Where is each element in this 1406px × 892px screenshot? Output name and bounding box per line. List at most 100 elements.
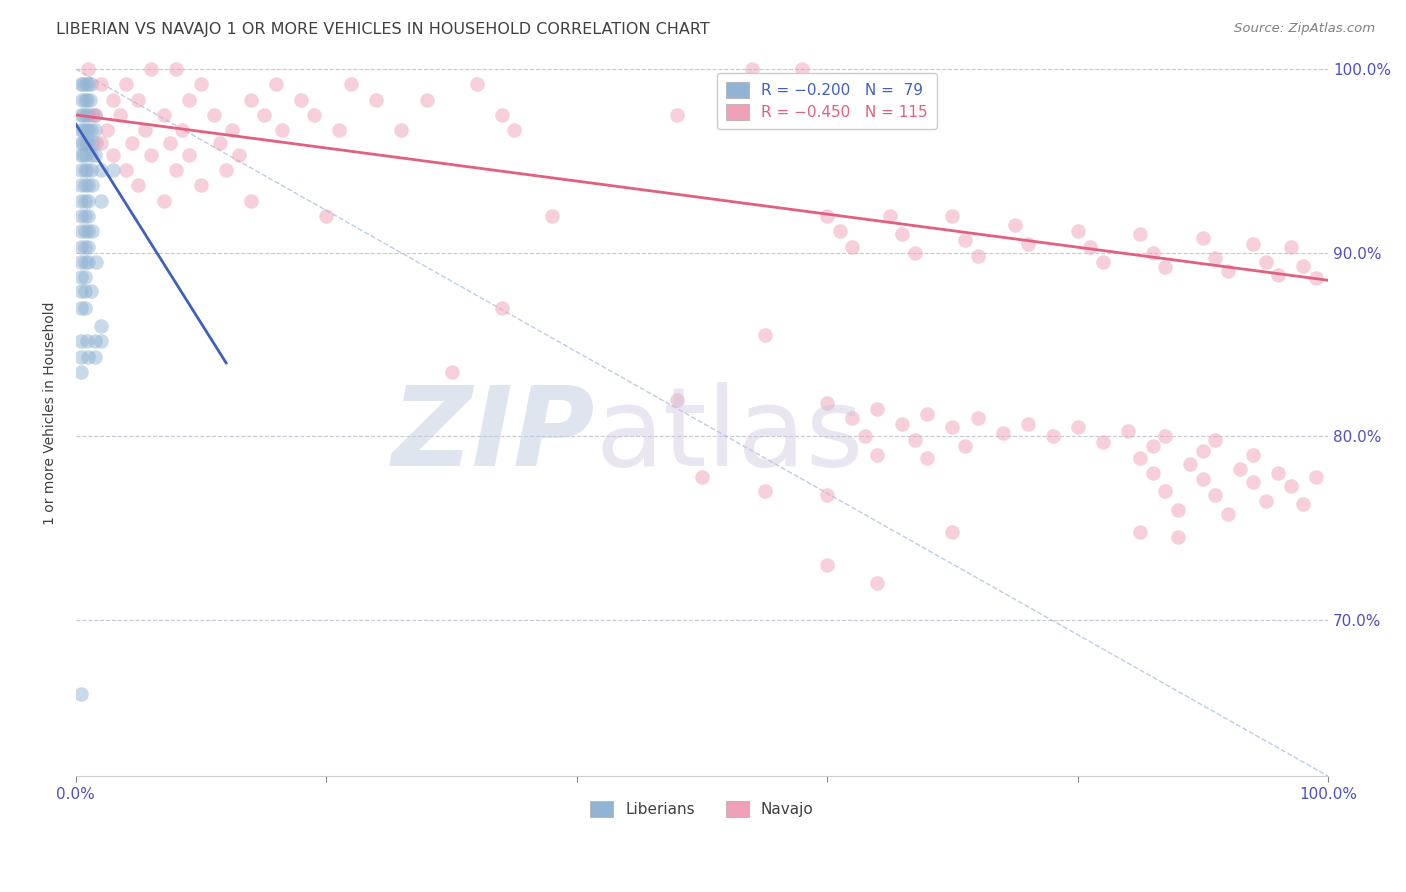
Point	[1167, 503, 1189, 517]
Point	[1204, 433, 1226, 447]
Point	[1204, 488, 1226, 502]
Point	[108, 108, 131, 122]
Point	[1129, 524, 1152, 539]
Point	[73, 93, 96, 107]
Point	[73, 194, 96, 209]
Point	[240, 194, 263, 209]
Point	[815, 558, 838, 572]
Point	[415, 93, 437, 107]
Point	[72, 122, 94, 136]
Point	[1129, 451, 1152, 466]
Point	[152, 108, 174, 122]
Point	[1279, 479, 1302, 493]
Point	[240, 93, 263, 107]
Point	[70, 77, 93, 91]
Point	[76, 334, 98, 348]
Point	[77, 209, 100, 223]
Point	[127, 93, 149, 107]
Point	[879, 209, 901, 223]
Point	[366, 93, 388, 107]
Point	[271, 122, 294, 136]
Point	[1167, 530, 1189, 544]
Point	[315, 209, 337, 223]
Point	[75, 148, 97, 162]
Point	[70, 163, 93, 178]
Point	[728, 77, 751, 91]
Point	[90, 334, 112, 348]
Point	[84, 136, 107, 150]
Point	[754, 328, 776, 343]
Point	[1078, 240, 1101, 254]
Point	[1091, 434, 1114, 449]
Point	[665, 108, 688, 122]
Point	[70, 269, 93, 284]
Point	[96, 122, 118, 136]
Point	[70, 93, 93, 107]
Point	[253, 108, 276, 122]
Point	[75, 77, 97, 91]
Point	[77, 178, 100, 192]
Point	[70, 209, 93, 223]
Point	[891, 227, 914, 242]
Point	[165, 62, 187, 76]
Point	[991, 425, 1014, 440]
Point	[70, 108, 93, 122]
Point	[1192, 444, 1215, 458]
Point	[84, 255, 107, 269]
Point	[1129, 227, 1152, 242]
Point	[302, 108, 325, 122]
Point	[80, 163, 103, 178]
Point	[76, 93, 98, 107]
Point	[73, 163, 96, 178]
Point	[841, 411, 863, 425]
Point	[465, 77, 488, 91]
Point	[1192, 472, 1215, 486]
Point	[90, 163, 112, 178]
Point	[190, 77, 212, 91]
Point	[77, 255, 100, 269]
Point	[1116, 424, 1139, 438]
Point	[941, 209, 963, 223]
Point	[815, 488, 838, 502]
Point	[690, 470, 713, 484]
Point	[917, 408, 939, 422]
Point	[80, 77, 103, 91]
Point	[917, 451, 939, 466]
Point	[103, 148, 125, 162]
Point	[815, 209, 838, 223]
Point	[77, 194, 100, 209]
Point	[1017, 417, 1039, 431]
Point	[77, 351, 100, 365]
Point	[228, 148, 250, 162]
Point	[1004, 218, 1026, 232]
Point	[73, 269, 96, 284]
Point	[73, 209, 96, 223]
Point	[82, 224, 104, 238]
Point	[1066, 420, 1088, 434]
Point	[1142, 466, 1164, 480]
Point	[77, 224, 100, 238]
Point	[440, 365, 463, 379]
Point	[1241, 475, 1264, 490]
Point	[792, 62, 814, 76]
Point	[152, 194, 174, 209]
Point	[202, 108, 225, 122]
Point	[139, 148, 162, 162]
Point	[77, 240, 100, 254]
Point	[75, 136, 97, 150]
Point	[77, 108, 100, 122]
Point	[90, 194, 112, 209]
Point	[127, 178, 149, 192]
Point	[134, 122, 156, 136]
Point	[83, 108, 105, 122]
Point	[491, 108, 513, 122]
Point	[904, 433, 927, 447]
Point	[491, 301, 513, 315]
Point	[1305, 271, 1327, 285]
Point	[1241, 236, 1264, 251]
Point	[1180, 457, 1202, 471]
Point	[83, 108, 105, 122]
Point	[90, 77, 112, 91]
Point	[1091, 255, 1114, 269]
Point	[953, 439, 976, 453]
